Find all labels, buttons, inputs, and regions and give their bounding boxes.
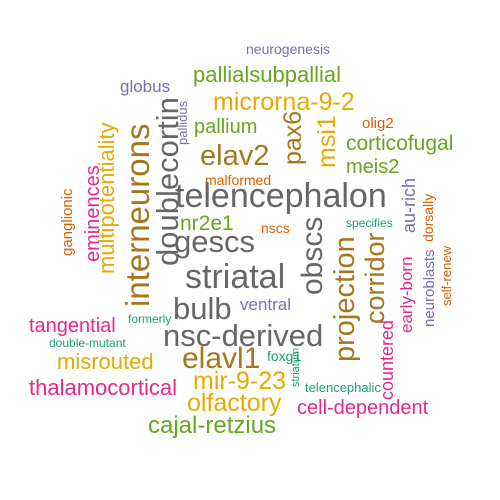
word-neuroblasts: neuroblasts — [421, 249, 438, 327]
word-cajal-retzius: cajal-retzius — [148, 412, 277, 439]
word-pax6: pax6 — [279, 110, 307, 165]
word-eminences: eminences — [82, 165, 104, 262]
word-striatum: striatum — [290, 347, 302, 387]
word-au-rich: au-rich — [399, 177, 419, 233]
word-neurogenesis: neurogenesis — [246, 41, 331, 57]
word-elav2: elav2 — [200, 140, 270, 172]
word-mir-9-23: mir-9-23 — [193, 367, 287, 395]
word-nr2e1: nr2e1 — [180, 212, 234, 235]
word-pallium: pallium — [194, 116, 258, 138]
word-projection: projection — [329, 236, 361, 362]
word-olfactory: olfactory — [187, 389, 282, 417]
word-misrouted: misrouted — [57, 349, 154, 374]
word-nscs: nscs — [261, 220, 290, 236]
word-corridor: corridor — [360, 232, 390, 324]
word-double-mutant: double-mutant — [49, 336, 126, 350]
word-dorsally: dorsally — [420, 193, 436, 242]
word-elavl1: elavl1 — [182, 342, 261, 375]
word-pallialsubpallial: pallialsubpallial — [193, 62, 341, 87]
word-striatal: striatal — [185, 258, 286, 296]
word-interneurons: interneurons — [119, 123, 156, 307]
word-telencephalon: telencephalon — [175, 177, 387, 215]
word-msi1: msi1 — [313, 115, 341, 168]
word-early-born: early-born — [397, 256, 416, 333]
word-specifies: specifies — [346, 216, 393, 230]
word-microrna-9-2: microrna-9-2 — [213, 88, 355, 116]
word-olig2: olig2 — [362, 115, 394, 132]
word-tangential: tangential — [29, 315, 116, 337]
word-gescs: gescs — [174, 224, 255, 259]
word-bulb: bulb — [173, 291, 232, 326]
word-ganglionic: ganglionic — [59, 188, 76, 256]
word-self-renew: self-renew — [439, 246, 454, 306]
word-corticofugal: corticofugal — [346, 132, 454, 155]
word-meis2: meis2 — [346, 156, 400, 178]
word-telencephalic: telencephalic — [305, 380, 381, 395]
word-ventral: ventral — [240, 295, 292, 314]
word-thalamocortical: thalamocortical — [29, 375, 177, 400]
word-nsc-derived: nsc-derived — [163, 318, 324, 353]
word-malformed: malformed — [205, 172, 272, 188]
word-globus: globus — [120, 77, 171, 96]
word-obscs: obscs — [296, 216, 329, 295]
word-foxg1: foxg1 — [267, 348, 302, 364]
word-formerly: formerly — [128, 312, 172, 326]
word-cell-dependent: cell-dependent — [297, 397, 429, 419]
